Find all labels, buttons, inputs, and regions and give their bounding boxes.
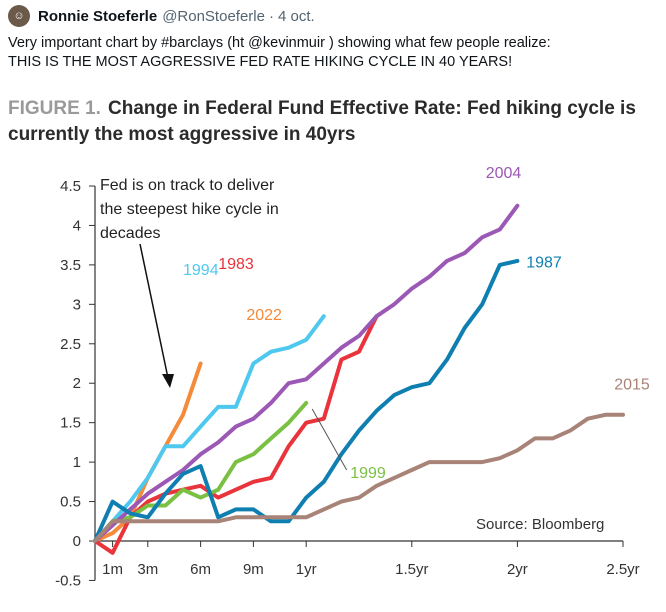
annotation: Fed is on track to deliver the steepest … bbox=[100, 177, 279, 388]
author-handle[interactable]: @RonStoeferle bbox=[162, 7, 265, 25]
axes: 4.5 4 3.5 3 2.5 2 1.5 1 0.5 0 -0.5 1m 3m 6m 9m 1yr 1.5yr… bbox=[55, 178, 640, 589]
x-tick-label: 1yr bbox=[296, 561, 317, 578]
chart-svg: FIGURE 1. Change in Federal Fund Effecti… bbox=[8, 98, 650, 589]
series-line-1987 bbox=[93, 258, 520, 543]
series-label-2022: 2022 bbox=[246, 307, 282, 324]
y-tick-label: 3.5 bbox=[60, 257, 81, 274]
series-line-1999 bbox=[93, 400, 309, 543]
series-label-1994: 1994 bbox=[183, 262, 219, 279]
annotation-line-3: decades bbox=[100, 225, 161, 242]
series-label-2004: 2004 bbox=[486, 165, 522, 182]
y-tick-label: 2.5 bbox=[60, 336, 81, 353]
source-label: Source: Bloomberg bbox=[476, 516, 604, 533]
tweet-text-line-2: THIS IS THE MOST AGGRESSIVE FED RATE HIK… bbox=[8, 54, 513, 70]
y-tick-label: 3 bbox=[73, 296, 81, 313]
series-labels: 2022 1994 1983 1999 2004 1987 2015 bbox=[183, 165, 650, 482]
x-tick-label: 1.5yr bbox=[395, 561, 428, 578]
y-tick-label: -0.5 bbox=[55, 572, 81, 589]
series-line-2015 bbox=[93, 412, 625, 543]
tweet-text-line-1: Very important chart by #barclays (ht @k… bbox=[8, 35, 551, 51]
series-group bbox=[93, 203, 625, 555]
y-tick-label: 0.5 bbox=[60, 494, 81, 511]
avatar[interactable]: ☺ bbox=[8, 5, 30, 27]
series-label-1987: 1987 bbox=[526, 254, 562, 271]
series-line-2004 bbox=[93, 203, 520, 543]
series-line-1983 bbox=[93, 314, 379, 555]
tweet-header: ☺ Ronnie Stoeferle @RonStoeferle · 4 oct… bbox=[8, 4, 315, 28]
author-name[interactable]: Ronnie Stoeferle bbox=[38, 7, 158, 25]
x-tick-label: 2.5yr bbox=[606, 561, 639, 578]
x-tick-label: 1m bbox=[102, 561, 123, 578]
y-tick-label: 0 bbox=[73, 533, 81, 550]
y-tick-label: 4.5 bbox=[60, 178, 81, 195]
chart-image[interactable]: FIGURE 1. Change in Federal Fund Effecti… bbox=[0, 92, 666, 607]
annotation-line-2: the steepest hike cycle in bbox=[100, 201, 279, 218]
series-label-leader-1999 bbox=[311, 408, 348, 471]
tweet-text: Very important chart by #barclays (ht @k… bbox=[8, 34, 658, 72]
chart-title-line-2: currently the most aggressive in 40yrs bbox=[8, 124, 355, 145]
series-label-1999: 1999 bbox=[350, 465, 386, 482]
y-tick-label: 1.5 bbox=[60, 415, 81, 432]
figure-label: FIGURE 1. bbox=[8, 98, 101, 119]
x-tick-label: 2yr bbox=[507, 561, 528, 578]
annotation-line-1: Fed is on track to deliver bbox=[100, 177, 275, 194]
y-tick-label: 4 bbox=[73, 217, 81, 234]
separator: · bbox=[268, 7, 274, 25]
series-label-2015: 2015 bbox=[614, 377, 650, 394]
chart-title-line-1: Change in Federal Fund Effective Rate: F… bbox=[108, 98, 636, 119]
x-tick-label: 6m bbox=[190, 561, 211, 578]
x-tick-label: 3m bbox=[137, 561, 158, 578]
x-tick-label: 9m bbox=[243, 561, 264, 578]
annotation-arrow bbox=[139, 243, 169, 379]
tweet-date[interactable]: 4 oct. bbox=[277, 7, 315, 25]
annotation-arrowhead bbox=[162, 374, 174, 388]
y-tick-label: 2 bbox=[73, 375, 81, 392]
y-tick-label: 1 bbox=[73, 454, 81, 471]
series-label-1983: 1983 bbox=[218, 256, 254, 273]
series-line-1994 bbox=[93, 314, 326, 543]
